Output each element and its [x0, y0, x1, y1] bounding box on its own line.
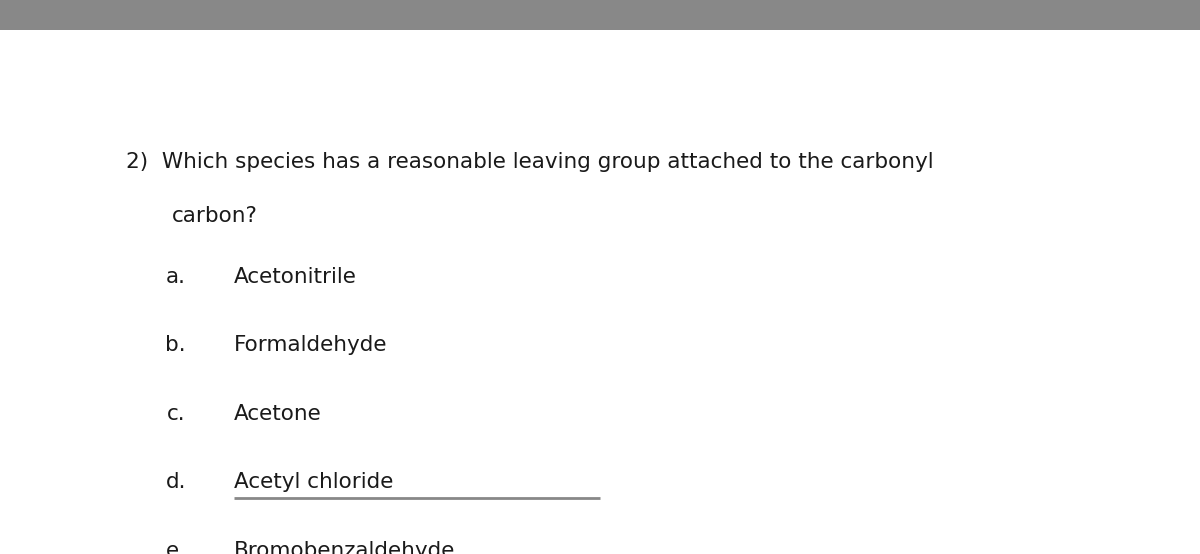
Text: Bromobenzaldehyde: Bromobenzaldehyde: [234, 541, 455, 554]
Text: a.: a.: [166, 266, 186, 287]
Text: 2)  Which species has a reasonable leaving group attached to the carbonyl: 2) Which species has a reasonable leavin…: [126, 152, 934, 172]
Text: b.: b.: [166, 335, 186, 355]
Text: e.: e.: [166, 541, 186, 554]
Text: Acetyl chloride: Acetyl chloride: [234, 473, 394, 493]
Text: Formaldehyde: Formaldehyde: [234, 335, 388, 355]
Text: Acetonitrile: Acetonitrile: [234, 266, 356, 287]
Text: carbon?: carbon?: [172, 206, 258, 226]
Text: Acetone: Acetone: [234, 404, 322, 424]
Text: d.: d.: [166, 473, 186, 493]
Text: c.: c.: [167, 404, 186, 424]
